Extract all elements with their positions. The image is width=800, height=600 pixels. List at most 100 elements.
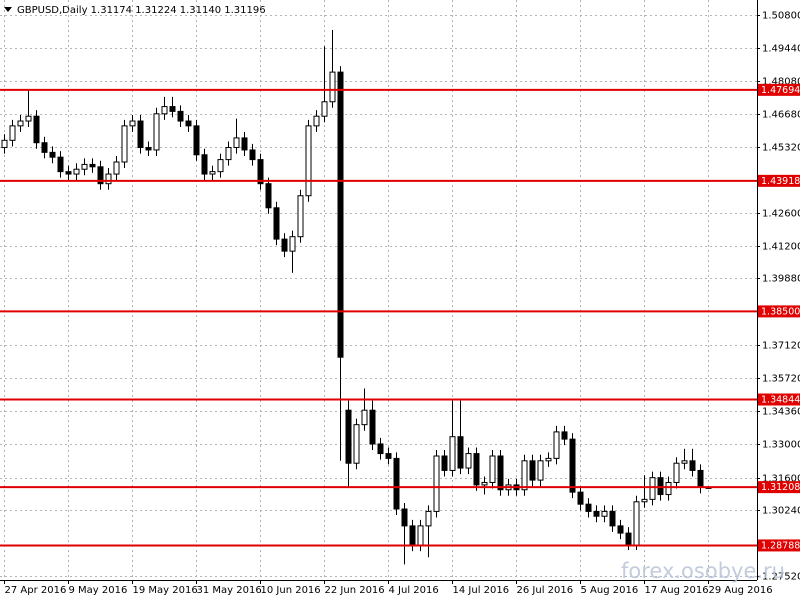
candle-body — [209, 171, 216, 175]
candle-body — [689, 460, 696, 471]
candle-body — [385, 453, 392, 459]
y-tick-label: 1.48080 — [762, 77, 800, 88]
candle-body — [41, 142, 48, 153]
candle-body — [425, 510, 432, 527]
candle-body — [161, 106, 168, 115]
candle-body — [1, 139, 8, 149]
candle-body — [393, 457, 400, 510]
candle-body — [521, 460, 528, 491]
candle-body — [345, 409, 352, 464]
candle-body — [617, 525, 624, 534]
candle-body — [265, 183, 272, 209]
candle-body — [81, 163, 88, 170]
x-tick-label: 31 May 2016 — [197, 585, 262, 596]
y-tick-label: 1.50800 — [762, 11, 800, 22]
level-label-box — [758, 83, 800, 96]
x-tick-label: 26 Jul 2016 — [517, 585, 574, 596]
y-tick-label: 1.42600 — [762, 209, 800, 220]
candle-body — [9, 125, 16, 141]
candle-body — [137, 120, 144, 149]
candle-body — [537, 460, 544, 481]
candle-body — [377, 443, 384, 455]
candle-body — [201, 154, 208, 175]
y-tick-label: 1.35720 — [762, 374, 800, 385]
y-tick-label: 1.49440 — [762, 44, 800, 55]
y-tick-label: 1.37120 — [762, 341, 800, 352]
candle-body — [121, 125, 128, 163]
candle-body — [313, 115, 320, 127]
candle-body — [449, 436, 456, 471]
candle-body — [289, 236, 296, 252]
candle-body — [473, 453, 480, 486]
candle-body — [561, 431, 568, 440]
candle-body — [497, 455, 504, 491]
candle-body — [249, 149, 256, 161]
candle-body — [481, 481, 488, 486]
level-label: 1.28788 — [761, 540, 800, 551]
candle-body — [673, 462, 680, 483]
candle-body — [681, 460, 688, 464]
level-label-box — [758, 174, 800, 187]
candle-body — [97, 166, 104, 185]
candle-body — [177, 110, 184, 122]
x-tick-label: 19 May 2016 — [133, 585, 198, 596]
candle-body — [625, 532, 632, 546]
candle-body — [417, 525, 424, 546]
y-tick-label: 1.31600 — [762, 474, 800, 485]
x-tick-label: 5 Aug 2016 — [581, 585, 639, 596]
candle-body — [17, 120, 24, 127]
y-tick-label: 1.27520 — [762, 572, 800, 583]
y-tick-label: 1.34360 — [762, 407, 800, 418]
level-label-box — [758, 393, 800, 406]
x-tick-label: 10 Jun 2016 — [261, 585, 321, 596]
candle-body — [529, 460, 536, 481]
candle-body — [89, 163, 96, 168]
candle-body — [593, 510, 600, 517]
candle-body — [457, 436, 464, 469]
level-label-box — [758, 481, 800, 494]
candle-body — [585, 503, 592, 512]
candle-body — [193, 125, 200, 156]
candle-body — [217, 159, 224, 173]
y-tick-label: 1.30240 — [762, 506, 800, 517]
candle-body — [145, 147, 152, 151]
candle-body — [73, 168, 80, 175]
candle-body — [337, 71, 344, 358]
candle-body — [297, 195, 304, 238]
candle-body — [697, 469, 704, 488]
candle-body — [361, 409, 368, 426]
x-tick-label: 4 Jul 2016 — [389, 585, 439, 596]
candle-body — [321, 101, 328, 117]
y-tick-label: 1.46680 — [762, 110, 800, 121]
x-tick-label: 17 Aug 2016 — [645, 585, 709, 596]
level-label-box — [758, 305, 800, 318]
x-tick-label: 14 Jul 2016 — [453, 585, 510, 596]
candle-body — [601, 510, 608, 517]
candle-body — [553, 431, 560, 459]
level-label: 1.43918 — [761, 176, 800, 187]
candle-body — [65, 171, 72, 175]
watermark: forex.osobye.ru — [621, 559, 785, 583]
y-tick-label: 1.33000 — [762, 440, 800, 451]
candle-body — [33, 115, 40, 144]
candle-body — [105, 173, 112, 185]
candle-body — [305, 125, 312, 197]
candle-body — [401, 508, 408, 527]
candle-body — [329, 71, 336, 103]
candle-body — [57, 156, 64, 173]
candle-body — [233, 137, 240, 149]
y-tick-label: 1.45320 — [762, 143, 800, 154]
chart-title: GBPUSD,Daily 1.31174 1.31224 1.31140 1.3… — [17, 5, 266, 16]
symbol-icon — [4, 7, 12, 12]
candle-body — [441, 455, 448, 471]
level-label: 1.38500 — [761, 306, 800, 317]
candle-body — [569, 438, 576, 493]
candle-body — [49, 151, 56, 158]
level-label: 1.34844 — [761, 395, 800, 406]
candle-body — [113, 161, 120, 175]
candle-body — [465, 453, 472, 469]
x-tick-label: 9 May 2016 — [69, 585, 128, 596]
level-label: 1.47694 — [761, 85, 800, 96]
